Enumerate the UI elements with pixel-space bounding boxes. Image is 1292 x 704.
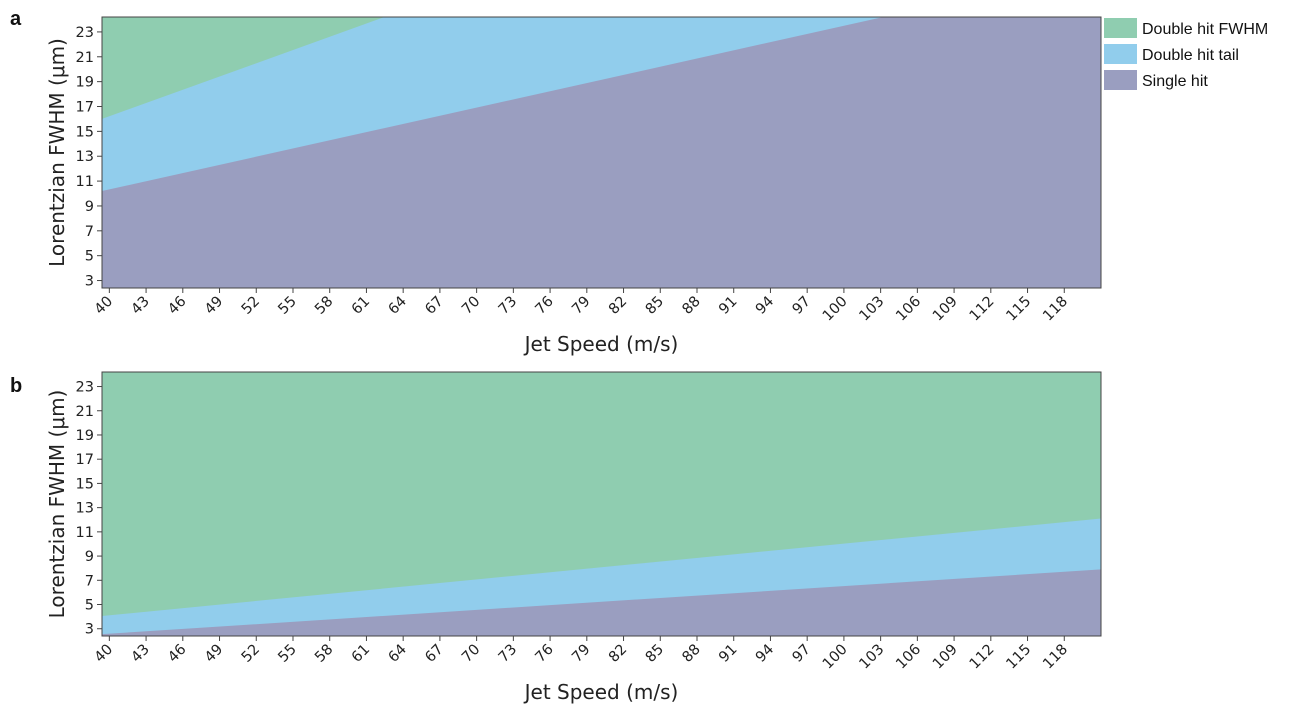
x-tick-label: 94 — [753, 642, 777, 666]
x-tick-label: 70 — [459, 294, 483, 318]
y-axis-title: Lorentzian FWHM (μm) — [45, 38, 69, 267]
y-tick-label: 15 — [76, 476, 94, 492]
x-tick-label: 97 — [790, 642, 814, 666]
x-tick-label: 67 — [422, 642, 446, 666]
x-tick-label: 85 — [643, 642, 667, 666]
x-tick-label: 112 — [967, 642, 998, 673]
x-tick-label: 97 — [790, 294, 814, 318]
x-tick-label: 100 — [820, 642, 851, 673]
x-axis-title: Jet Speed (m/s) — [523, 332, 679, 356]
y-tick-label: 17 — [76, 452, 94, 468]
y-tick-label: 5 — [85, 249, 94, 265]
x-tick-label: 82 — [606, 642, 630, 666]
y-tick-label: 3 — [85, 274, 94, 290]
y-tick-label: 13 — [76, 149, 94, 165]
x-axis-title: Jet Speed (m/s) — [523, 680, 679, 704]
legend-label: Single hit — [1142, 73, 1208, 90]
x-tick-label: 46 — [165, 642, 189, 666]
panel-label-a: a — [10, 8, 22, 30]
legend-swatch — [1104, 18, 1137, 38]
x-tick-label: 46 — [165, 294, 189, 318]
region-single-hit — [102, 569, 1101, 636]
x-tick-label: 76 — [533, 294, 557, 318]
x-tick-label: 94 — [753, 294, 777, 318]
y-tick-label: 7 — [85, 224, 94, 240]
x-tick-label: 106 — [893, 642, 924, 673]
y-tick-label: 11 — [76, 174, 94, 190]
x-tick-label: 115 — [1003, 294, 1034, 325]
x-tick-label: 43 — [129, 642, 153, 666]
x-tick-label: 55 — [275, 642, 299, 666]
y-tick-label: 23 — [76, 380, 94, 396]
y-axis-title: Lorentzian FWHM (μm) — [45, 390, 69, 619]
x-tick-label: 118 — [1040, 294, 1071, 325]
y-tick-label: 19 — [76, 75, 94, 91]
x-tick-label: 91 — [716, 294, 740, 318]
x-tick-label: 61 — [349, 642, 373, 666]
region-single-hit — [102, 17, 1101, 288]
x-tick-label: 112 — [967, 294, 998, 325]
x-tick-label: 64 — [386, 294, 410, 318]
x-tick-label: 43 — [129, 294, 153, 318]
y-tick-label: 5 — [85, 598, 94, 614]
x-tick-label: 88 — [679, 642, 703, 666]
legend-label: Double hit tail — [1142, 47, 1239, 64]
y-tick-label: 9 — [85, 549, 94, 565]
y-tick-label: 19 — [76, 428, 94, 444]
y-tick-label: 17 — [76, 100, 94, 116]
x-tick-label: 82 — [606, 294, 630, 318]
x-tick-label: 79 — [569, 642, 593, 666]
x-tick-label: 103 — [857, 294, 888, 325]
x-tick-label: 61 — [349, 294, 373, 318]
y-tick-label: 23 — [76, 25, 94, 41]
x-tick-label: 109 — [930, 642, 961, 673]
x-tick-label: 58 — [312, 642, 336, 666]
x-tick-label: 55 — [275, 294, 299, 318]
y-tick-label: 21 — [76, 404, 94, 420]
y-tick-label: 13 — [76, 501, 94, 517]
x-tick-label: 40 — [92, 642, 116, 666]
y-tick-label: 11 — [76, 525, 94, 541]
x-tick-label: 85 — [643, 294, 667, 318]
y-tick-label: 3 — [85, 622, 94, 638]
x-tick-label: 103 — [857, 642, 888, 673]
y-tick-label: 7 — [85, 573, 94, 589]
x-tick-label: 40 — [92, 294, 116, 318]
x-tick-label: 67 — [422, 294, 446, 318]
x-tick-label: 109 — [930, 294, 961, 325]
x-tick-label: 64 — [386, 642, 410, 666]
x-tick-label: 73 — [496, 642, 520, 666]
x-tick-label: 79 — [569, 294, 593, 318]
x-tick-label: 118 — [1040, 642, 1071, 673]
x-tick-label: 115 — [1003, 642, 1034, 673]
y-tick-label: 21 — [76, 50, 94, 66]
plot-area — [102, 372, 1101, 636]
plot-frame — [101, 371, 1102, 637]
x-tick-label: 58 — [312, 294, 336, 318]
panel-label-b: b — [10, 375, 22, 397]
x-tick-label: 52 — [239, 294, 263, 318]
x-tick-label: 49 — [202, 642, 226, 666]
x-tick-label: 88 — [679, 294, 703, 318]
x-tick-label: 76 — [533, 642, 557, 666]
plot-area — [102, 17, 1101, 288]
x-tick-label: 106 — [893, 294, 924, 325]
x-tick-label: 49 — [202, 294, 226, 318]
y-tick-label: 15 — [76, 124, 94, 140]
legend: Double hit FWHM Double hit tail Single hit — [1104, 18, 1268, 90]
x-tick-label: 52 — [239, 642, 263, 666]
x-tick-label: 91 — [716, 642, 740, 666]
legend-label: Double hit FWHM — [1142, 21, 1268, 38]
plot-frame — [101, 16, 1102, 289]
y-tick-label: 9 — [85, 199, 94, 215]
legend-swatch — [1104, 70, 1137, 90]
x-tick-label: 70 — [459, 642, 483, 666]
legend-swatch — [1104, 44, 1137, 64]
x-tick-label: 73 — [496, 294, 520, 318]
x-tick-label: 100 — [820, 294, 851, 325]
